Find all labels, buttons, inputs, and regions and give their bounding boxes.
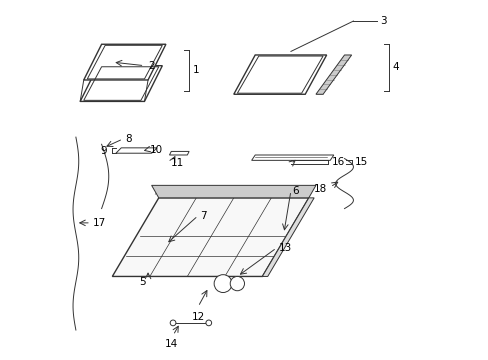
Polygon shape [251, 155, 333, 160]
Circle shape [170, 320, 176, 326]
Text: 17: 17 [93, 218, 106, 228]
Text: 18: 18 [313, 184, 326, 194]
Polygon shape [315, 55, 351, 94]
Text: 7: 7 [200, 211, 206, 221]
Polygon shape [169, 152, 189, 155]
Circle shape [230, 276, 244, 291]
Text: 2: 2 [148, 61, 154, 71]
Polygon shape [80, 66, 162, 102]
Polygon shape [112, 198, 308, 276]
Polygon shape [233, 55, 326, 94]
Text: 9: 9 [100, 146, 107, 156]
Text: 10: 10 [149, 145, 163, 155]
Text: 13: 13 [278, 243, 291, 253]
Text: 14: 14 [164, 339, 178, 349]
Polygon shape [151, 185, 315, 198]
Text: 5: 5 [140, 277, 146, 287]
Text: 3: 3 [380, 16, 386, 26]
Text: 11: 11 [171, 158, 184, 168]
Text: 1: 1 [192, 65, 199, 75]
Circle shape [214, 275, 231, 293]
Text: 16: 16 [331, 157, 345, 167]
Circle shape [205, 320, 211, 326]
Text: 6: 6 [292, 186, 299, 196]
Text: 15: 15 [354, 157, 368, 167]
Text: 12: 12 [191, 312, 204, 322]
Polygon shape [116, 148, 157, 153]
Text: 8: 8 [124, 134, 131, 144]
Polygon shape [83, 44, 165, 80]
Text: 4: 4 [392, 63, 399, 72]
Polygon shape [262, 198, 313, 276]
